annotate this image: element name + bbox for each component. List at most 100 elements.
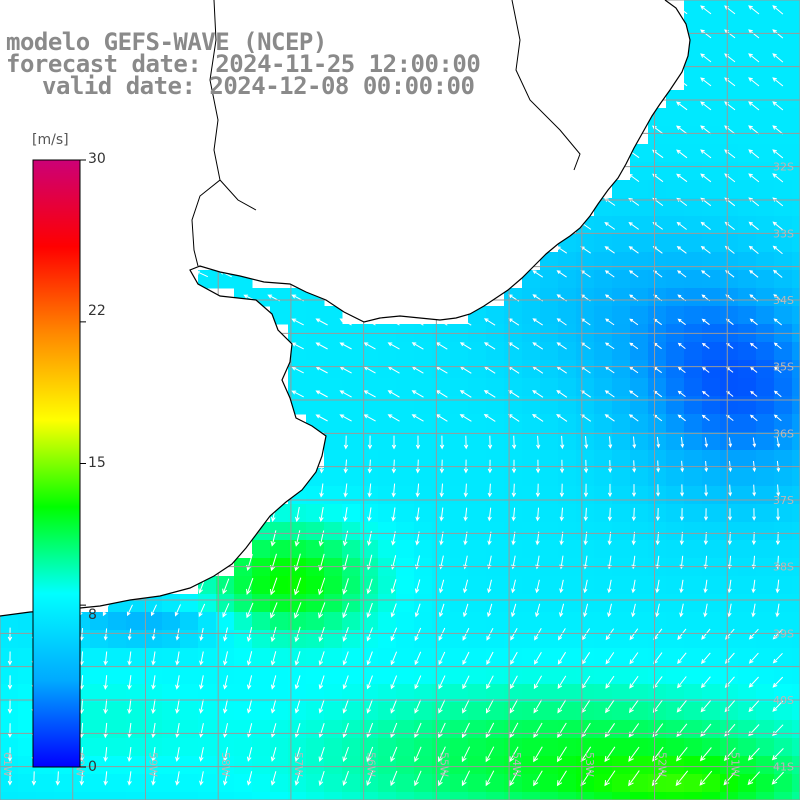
border-line: [219, 179, 257, 211]
wind-arrow: [676, 125, 688, 135]
field-cell: [252, 630, 271, 649]
field-cell: [270, 540, 289, 559]
latitude-labels: 32S 33S 34S 35S 36S 37S 38S 39S 40S 41S: [773, 161, 794, 774]
field-cell: [144, 792, 163, 800]
field-cell: [468, 612, 487, 631]
wind-arrow: [270, 651, 277, 666]
field-cell: [90, 684, 109, 703]
field-cell: [180, 792, 199, 800]
field-cell: [216, 792, 235, 800]
wind-arrow: [291, 318, 304, 326]
field-cell: [558, 648, 577, 667]
field-cell: [162, 756, 181, 775]
field-cell: [702, 216, 721, 235]
field-cell: [558, 288, 577, 307]
wind-arrow: [676, 246, 687, 254]
field-cell: [612, 594, 631, 613]
field-cell: [144, 612, 163, 631]
field-cell: [612, 774, 631, 793]
field-cell: [594, 432, 613, 451]
field-cell: [648, 432, 667, 451]
field-cell: [522, 756, 541, 775]
field-cell: [432, 630, 451, 649]
wind-arrow: [604, 390, 615, 398]
field-cell: [576, 630, 595, 649]
field-cell: [738, 648, 757, 667]
field-cell: [648, 648, 667, 667]
field-cell: [378, 558, 397, 577]
wind-arrow: [556, 746, 567, 763]
field-cell: [558, 432, 577, 451]
field-cell: [666, 126, 685, 145]
wind-arrow: [628, 221, 639, 230]
lon-label: 53W: [583, 752, 596, 777]
wind-arrow: [483, 318, 496, 326]
wind-arrow: [656, 460, 661, 473]
wind-arrows: [7, 5, 784, 787]
field-cell: [234, 738, 253, 757]
field-cell: [432, 396, 451, 415]
field-cell: [162, 738, 181, 757]
wind-arrow: [339, 414, 352, 422]
field-cell: [666, 432, 685, 451]
wind-arrow: [680, 437, 685, 449]
wind-arrow: [675, 770, 689, 787]
field-cell: [558, 612, 577, 631]
field-cell: [594, 684, 613, 703]
wind-arrow: [775, 579, 780, 594]
wind-arrow: [700, 245, 711, 254]
colorbar-label-15: 15: [88, 455, 106, 471]
field-cell: [666, 468, 685, 487]
field-cell: [432, 522, 451, 541]
field-cell: [558, 720, 577, 739]
wind-arrow: [631, 555, 636, 570]
field-cell: [18, 684, 37, 703]
wind-arrow: [604, 246, 615, 254]
field-cell: [720, 414, 739, 433]
wind-arrow: [775, 531, 781, 546]
field-cell: [594, 720, 613, 739]
wind-arrow: [583, 483, 589, 498]
field-cell: [378, 792, 397, 800]
field-cell: [612, 558, 631, 577]
wind-arrow: [701, 628, 711, 640]
field-cell: [684, 252, 703, 271]
field-cell: [720, 234, 739, 253]
field-cell: [540, 450, 559, 469]
wind-arrow: [390, 579, 397, 594]
field-cell: [126, 684, 145, 703]
field-cell: [792, 414, 800, 433]
field-cell: [792, 450, 800, 469]
wind-arrow: [700, 77, 712, 87]
wind-arrow: [175, 771, 180, 786]
field-cell: [648, 504, 667, 523]
field-cell: [756, 0, 775, 19]
field-cell: [558, 360, 577, 379]
wind-arrow: [604, 270, 615, 278]
wind-arrow: [319, 507, 324, 522]
field-cell: [162, 594, 181, 613]
field-cell: [540, 504, 559, 523]
field-cell: [108, 774, 127, 793]
field-cell: [666, 774, 685, 793]
field-cell: [504, 720, 523, 739]
wind-arrow: [771, 748, 784, 761]
field-cell: [252, 576, 271, 595]
wind-arrow: [628, 173, 640, 183]
colorbar-label-30: 30: [88, 151, 106, 167]
wind-arrow: [772, 700, 784, 712]
field-cell: [756, 54, 775, 73]
wind-arrow: [439, 459, 445, 474]
wind-arrow: [127, 747, 132, 762]
field-cell: [792, 468, 800, 487]
field-cell: [540, 522, 559, 541]
field-cell: [684, 504, 703, 523]
wind-arrow: [127, 771, 132, 786]
wind-arrow: [246, 602, 254, 619]
field-cell: [216, 720, 235, 739]
field-cell: [306, 630, 325, 649]
field-cell: [252, 558, 271, 577]
wind-arrow: [677, 342, 686, 349]
wind-arrow: [509, 770, 519, 787]
field-cell: [414, 630, 433, 649]
